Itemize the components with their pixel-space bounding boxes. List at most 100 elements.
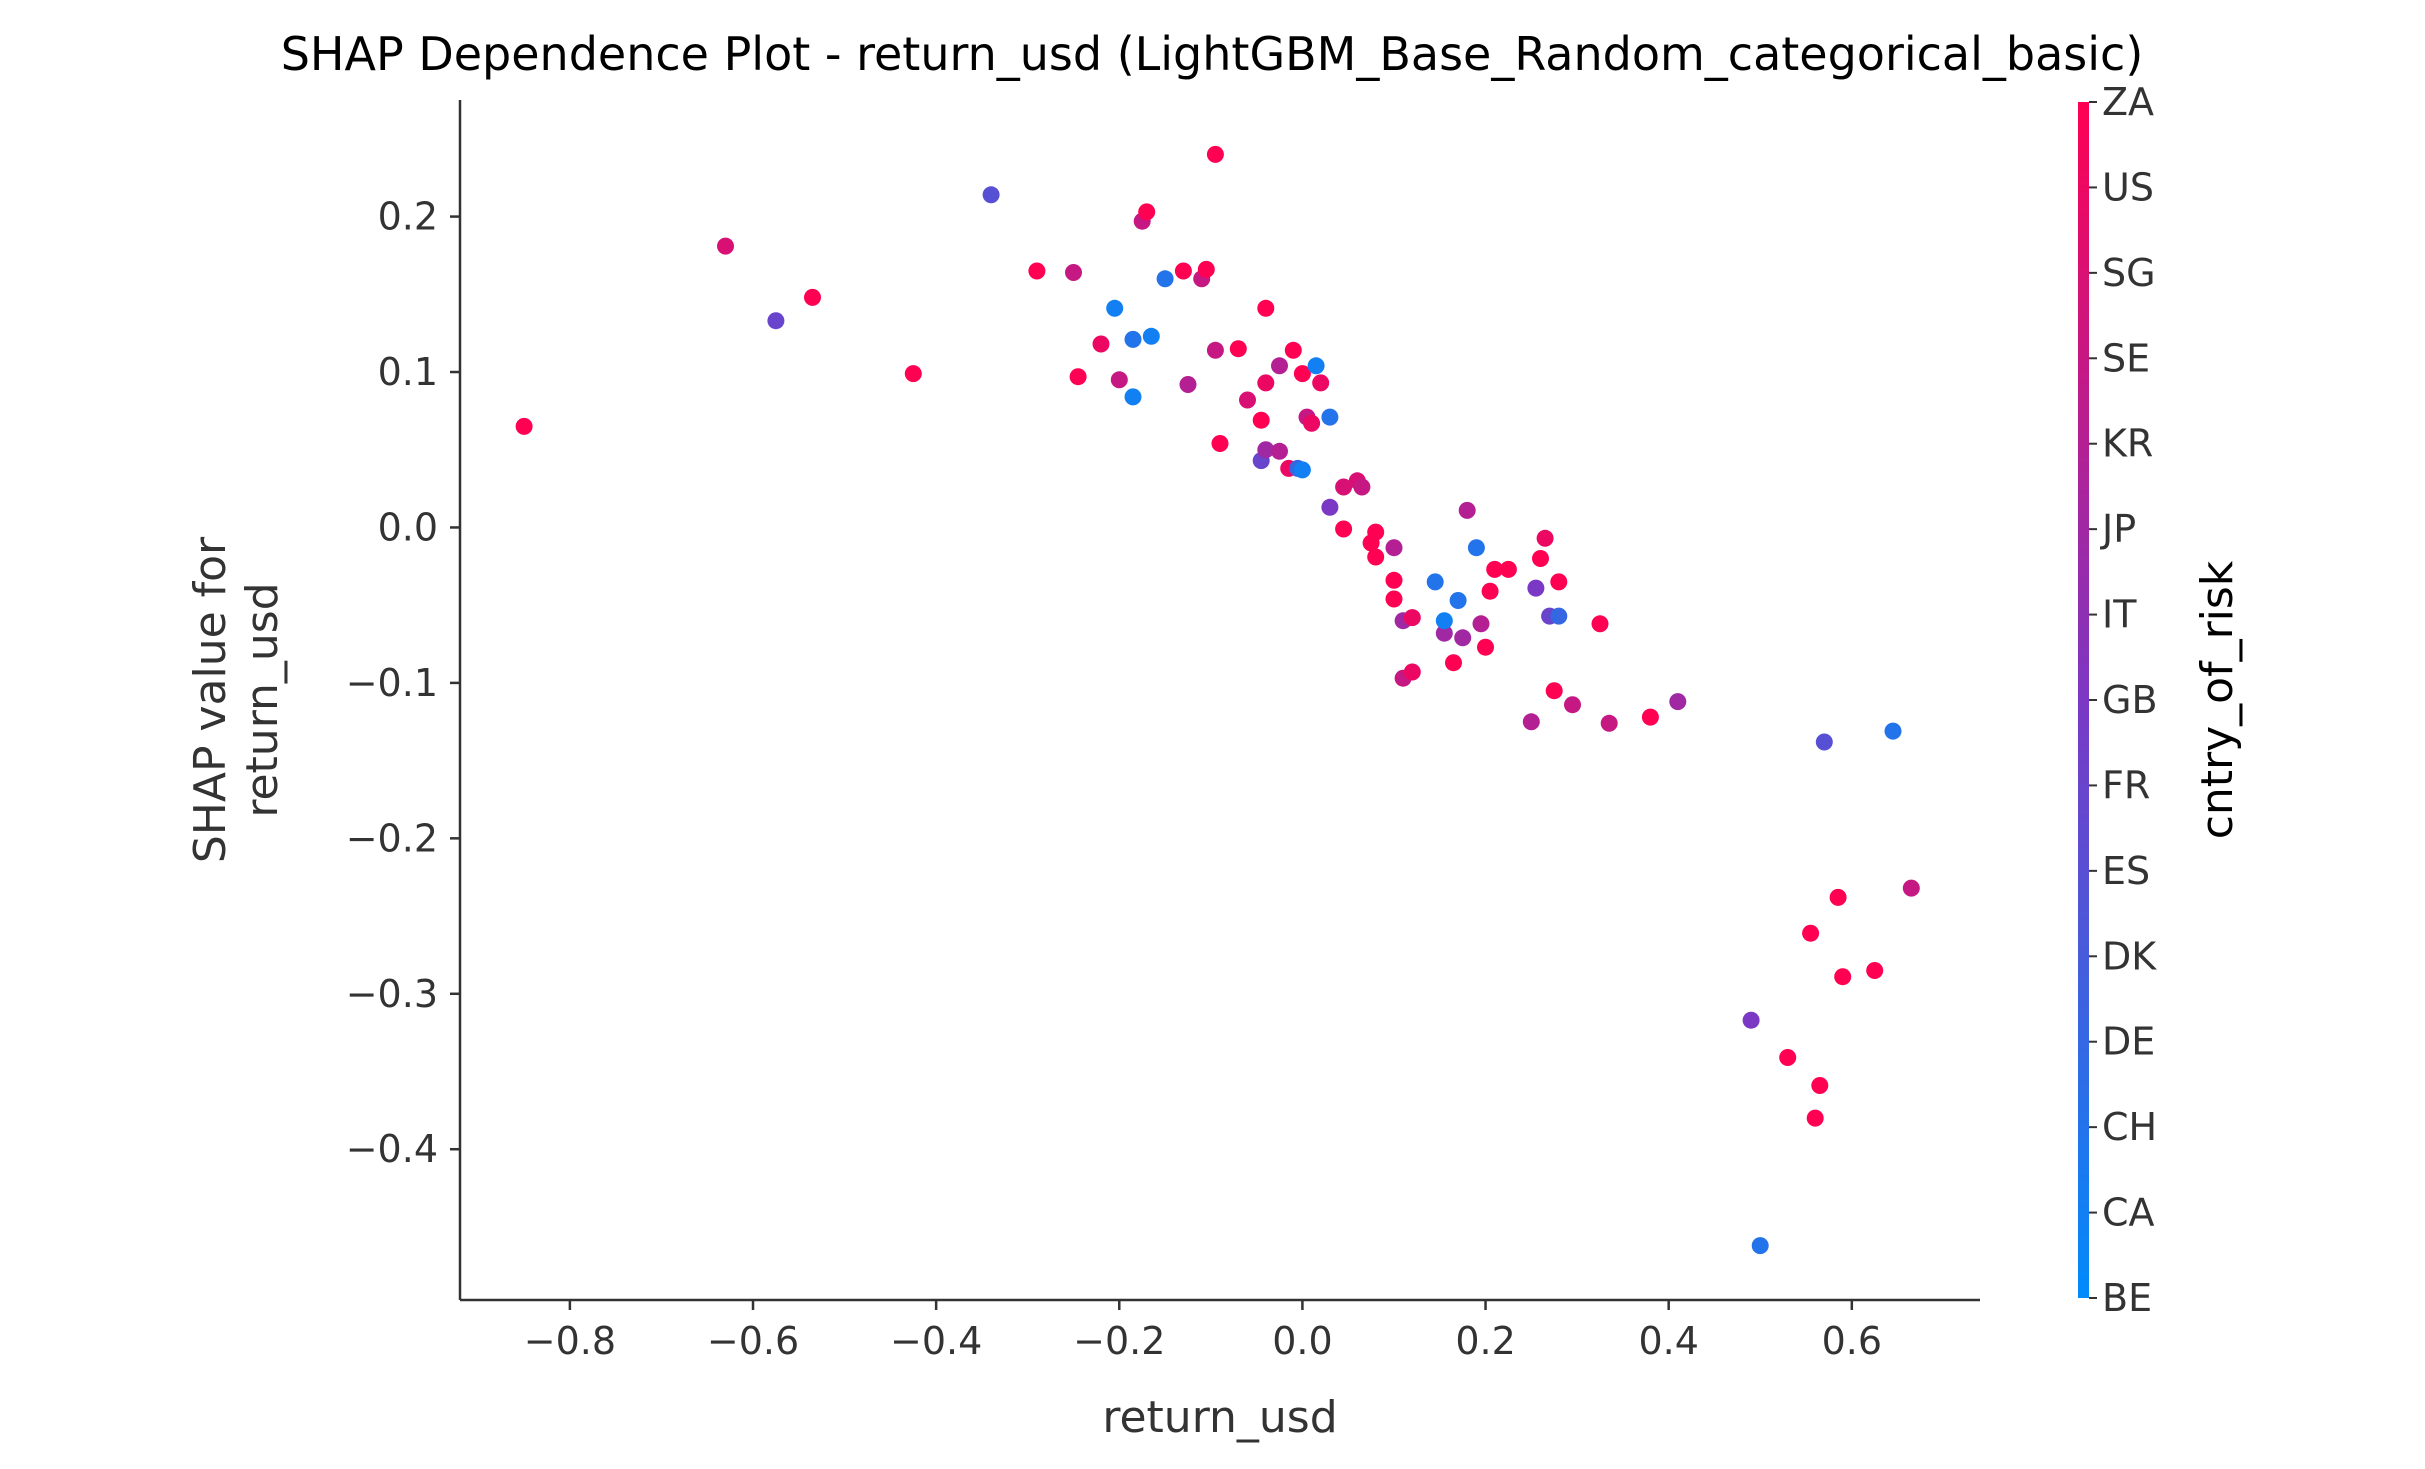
scatter-point [1536,529,1554,547]
scatter-point [1866,962,1884,979]
scatter-point [1367,548,1385,566]
x-tick-label: 0.0 [1272,1319,1332,1363]
scatter-point [1124,388,1142,406]
colorbar-title: cntry_of_risk [2192,560,2243,839]
scatter-point [1742,1011,1760,1029]
scatter-point [1385,590,1403,608]
scatter-point [717,237,734,255]
scatter-point [1138,203,1156,221]
scatter-points [515,145,1920,1255]
scatter-point [1385,571,1403,589]
scatter-point [1257,299,1275,317]
scatter-point [1065,264,1082,281]
colorbar-tick-label: IT [2102,593,2137,637]
scatter-point [1257,374,1275,392]
x-tick-label: 0.2 [1455,1319,1515,1363]
x-tick-label: −0.4 [890,1319,982,1363]
scatter-point [1353,478,1371,496]
scatter-point [1321,408,1339,426]
chart-title: SHAP Dependence Plot - return_usd (Light… [281,27,2144,81]
scatter-point [1449,592,1467,609]
colorbar-tick-label: SE [2102,336,2150,380]
y-tick-label: −0.1 [346,661,438,705]
scatter-point [1641,708,1659,726]
scatter-point [1467,539,1485,557]
scatter-point [1284,341,1302,359]
scatter-point [1403,663,1421,681]
scatter-point [1142,327,1160,345]
colorbar: BE CA CH DE DK ES FR GB IT JP KR SE SG US ZA cntry_of_… [2078,80,2243,1320]
scatter-point [1477,638,1494,656]
y-tick-label: −0.4 [346,1127,438,1171]
scatter-point [1110,371,1128,389]
scatter-point [1884,722,1902,740]
scatter-point [1902,879,1920,897]
x-tick-label: −0.8 [524,1319,616,1363]
x-tick-label: −0.6 [707,1319,799,1363]
y-axis-ticks: 0.2 0.1 0.0 −0.1 −0.2 −0.3 −0.4 [346,195,460,1171]
y-tick-label: 0.1 [378,350,438,394]
colorbar-tick-label: DE [2102,1020,2155,1064]
x-tick-label: 0.4 [1638,1319,1698,1363]
scatter-point [1591,615,1609,633]
colorbar-tick-label: DK [2102,934,2157,978]
scatter-point [1829,888,1847,906]
scatter-point [1206,145,1224,163]
scatter-point [1028,262,1046,280]
scatter-point [1069,368,1087,386]
scatter-point [1532,550,1549,567]
scatter-point [1197,260,1215,278]
scatter-point [1454,629,1472,647]
plot-axes [458,100,1980,1302]
colorbar-gradient [2078,102,2089,1298]
y-tick-label: 0.2 [378,195,438,239]
scatter-point [1486,560,1504,578]
scatter-point [1527,579,1545,597]
scatter-point [1834,968,1852,986]
scatter-point [1106,299,1124,317]
colorbar-tick-label: BE [2102,1276,2152,1320]
y-axis-label: SHAP value forreturn_usd [185,536,288,863]
scatter-point [904,365,922,383]
y-tick-label: −0.2 [346,816,438,860]
scatter-point [1564,696,1581,714]
scatter-point [1550,607,1568,625]
colorbar-tick-label: GB [2102,678,2158,722]
scatter-point [1229,340,1247,358]
scatter-point [1271,357,1288,375]
scatter-point [1307,357,1325,375]
scatter-point [1206,341,1224,359]
colorbar-tick-label: ES [2102,849,2150,893]
scatter-point [1293,365,1311,383]
y-axis-label-line: SHAP value for [185,536,236,863]
x-tick-label: −0.2 [1073,1319,1165,1363]
y-tick-label: −0.3 [346,972,438,1016]
y-axis-label-line: return_usd [237,582,288,817]
y-tick-label: 0.0 [378,505,438,549]
colorbar-tick-label: CH [2102,1105,2157,1149]
scatter-point [1779,1049,1797,1066]
scatter-point [1815,733,1833,751]
scatter-point [1321,498,1339,516]
scatter-point [1403,609,1421,627]
scatter-point [1252,411,1270,429]
scatter-point [982,186,1000,204]
colorbar-tick-label: ZA [2102,80,2154,124]
scatter-point [515,417,533,435]
scatter-point [1174,262,1192,280]
scatter-point [1385,539,1403,557]
scatter-point [1806,1109,1824,1127]
scatter-point [804,288,821,306]
scatter-point [1293,461,1311,479]
scatter-point [1271,442,1288,460]
scatter-point [1751,1237,1769,1255]
scatter-point [1435,624,1453,642]
scatter-point [1481,582,1499,600]
scatter-point [1303,414,1321,432]
scatter-point [1522,713,1540,731]
scatter-point [1811,1077,1829,1094]
scatter-point [1335,478,1353,496]
scatter-point [1312,374,1330,392]
scatter-point [1445,654,1462,672]
scatter-point [1092,335,1110,353]
